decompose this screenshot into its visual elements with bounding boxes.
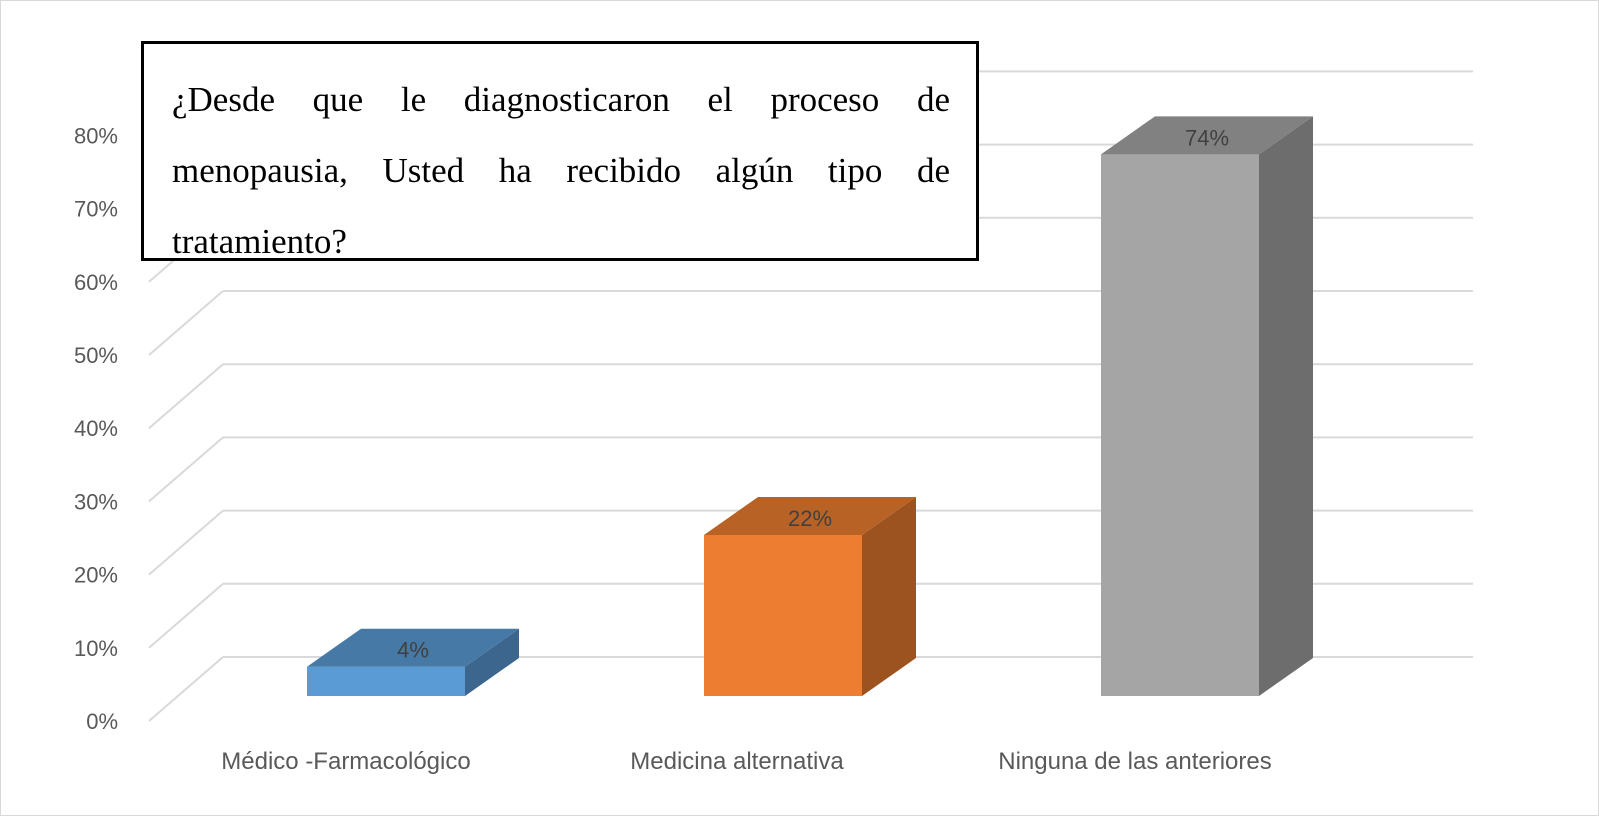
y-tick-label: 80% xyxy=(74,123,118,148)
bar-top xyxy=(1101,116,1313,155)
y-tick-label: 30% xyxy=(74,489,118,514)
gridline-diagonal xyxy=(148,583,224,649)
gridline-diagonal xyxy=(148,656,224,722)
bar-front xyxy=(307,666,465,696)
bar-top xyxy=(704,496,916,535)
y-tick-label: 10% xyxy=(74,636,118,661)
y-tick-label: 60% xyxy=(74,270,118,295)
gridline-diagonal xyxy=(148,363,224,429)
y-tick-label: 0% xyxy=(86,709,118,734)
bar xyxy=(307,628,519,696)
bar xyxy=(1101,116,1313,696)
data-label: 4% xyxy=(397,638,429,663)
bar-side xyxy=(465,628,519,696)
y-tick-label: 40% xyxy=(74,416,118,441)
data-label: 22% xyxy=(788,506,832,531)
bar-front xyxy=(704,534,862,696)
bar-top xyxy=(307,628,519,667)
bar-side xyxy=(862,496,916,696)
x-tick-label: Médico -Farmacológico xyxy=(221,748,470,775)
chart-title-box: ¿Desde que le diagnosticaron el proceso … xyxy=(141,41,979,261)
chart-title: ¿Desde que le diagnosticaron el proceso … xyxy=(172,80,950,261)
data-label: 74% xyxy=(1185,125,1229,150)
bar xyxy=(704,496,916,696)
y-tick-label: 70% xyxy=(74,197,118,222)
bar-side xyxy=(1259,116,1313,696)
gridline-diagonal xyxy=(148,290,224,356)
y-tick-label: 50% xyxy=(74,343,118,368)
y-tick-label: 20% xyxy=(74,563,118,588)
bar-front xyxy=(1101,154,1259,696)
x-tick-label: Medicina alternativa xyxy=(630,748,844,775)
x-tick-label: Ninguna de las anteriores xyxy=(998,748,1272,775)
gridline-diagonal xyxy=(148,509,224,576)
gridline-diagonal xyxy=(148,436,224,503)
